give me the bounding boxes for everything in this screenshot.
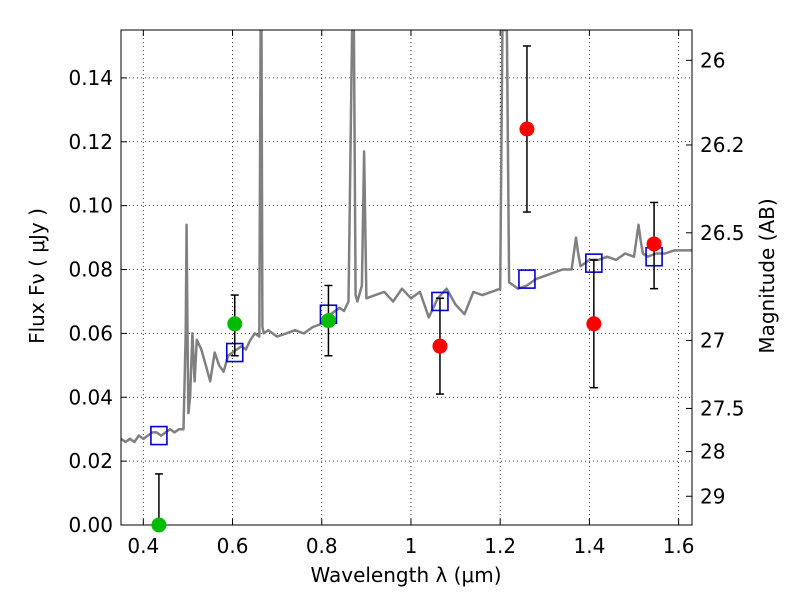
grid	[121, 30, 692, 526]
observed-point-red	[519, 121, 535, 137]
right-tick-label: 29	[700, 484, 725, 508]
observed-point-green	[320, 313, 336, 329]
plot-frame	[120, 29, 693, 526]
right-tick-label: 26	[700, 48, 725, 72]
y-tick-label: 0.00	[68, 513, 113, 537]
right-axis-label: Magnitude (AB)	[755, 198, 779, 353]
right-tick-label: 27.5	[700, 396, 745, 420]
y-tick-label: 0.04	[68, 385, 113, 409]
x-tick-label: 0.4	[127, 534, 159, 558]
observed-point-green	[227, 316, 243, 332]
right-tick-labels: 26 26.2 26.5 27 27.5 28 29	[700, 48, 745, 508]
y-tick-label: 0.08	[68, 258, 113, 282]
x-tick-label: 1.4	[573, 534, 605, 558]
ticks	[121, 30, 692, 526]
right-tick-label: 26.5	[700, 221, 745, 245]
model-photometry-square	[150, 425, 168, 446]
x-axis-label: Wavelength λ (μm)	[310, 563, 501, 587]
data-points	[151, 45, 662, 533]
plot-content	[121, 30, 692, 446]
x-tick-label: 1	[405, 534, 418, 558]
y-axis-label: Flux Fν ( μJy )	[25, 208, 49, 344]
right-tick-label: 26.2	[700, 133, 745, 157]
x-tick-label: 1.6	[663, 534, 695, 558]
right-tick-label: 28	[700, 440, 725, 464]
y-tick-label: 0.12	[68, 130, 113, 154]
x-tick-labels: 0.4 0.6 0.8 1 1.2 1.4 1.6	[127, 534, 694, 558]
model-photometry-square	[518, 269, 536, 289]
y-tick-label: 0.10	[68, 194, 113, 218]
x-tick-label: 0.6	[217, 534, 249, 558]
observed-point-red	[432, 338, 448, 354]
x-tick-label: 1.2	[484, 534, 516, 558]
y-tick-label: 0.06	[68, 321, 113, 345]
observed-point-red	[586, 316, 602, 332]
right-tick-label: 27	[700, 328, 725, 352]
observed-point-red	[646, 236, 662, 252]
x-tick-label: 0.8	[306, 534, 338, 558]
y-tick-labels: 0.00 0.02 0.04 0.06 0.08 0.10 0.12 0.14	[68, 66, 113, 537]
observed-point-green	[151, 517, 167, 533]
y-tick-label: 0.02	[68, 449, 113, 473]
model-spectrum-line	[121, 30, 692, 444]
y-tick-label: 0.14	[68, 66, 113, 90]
